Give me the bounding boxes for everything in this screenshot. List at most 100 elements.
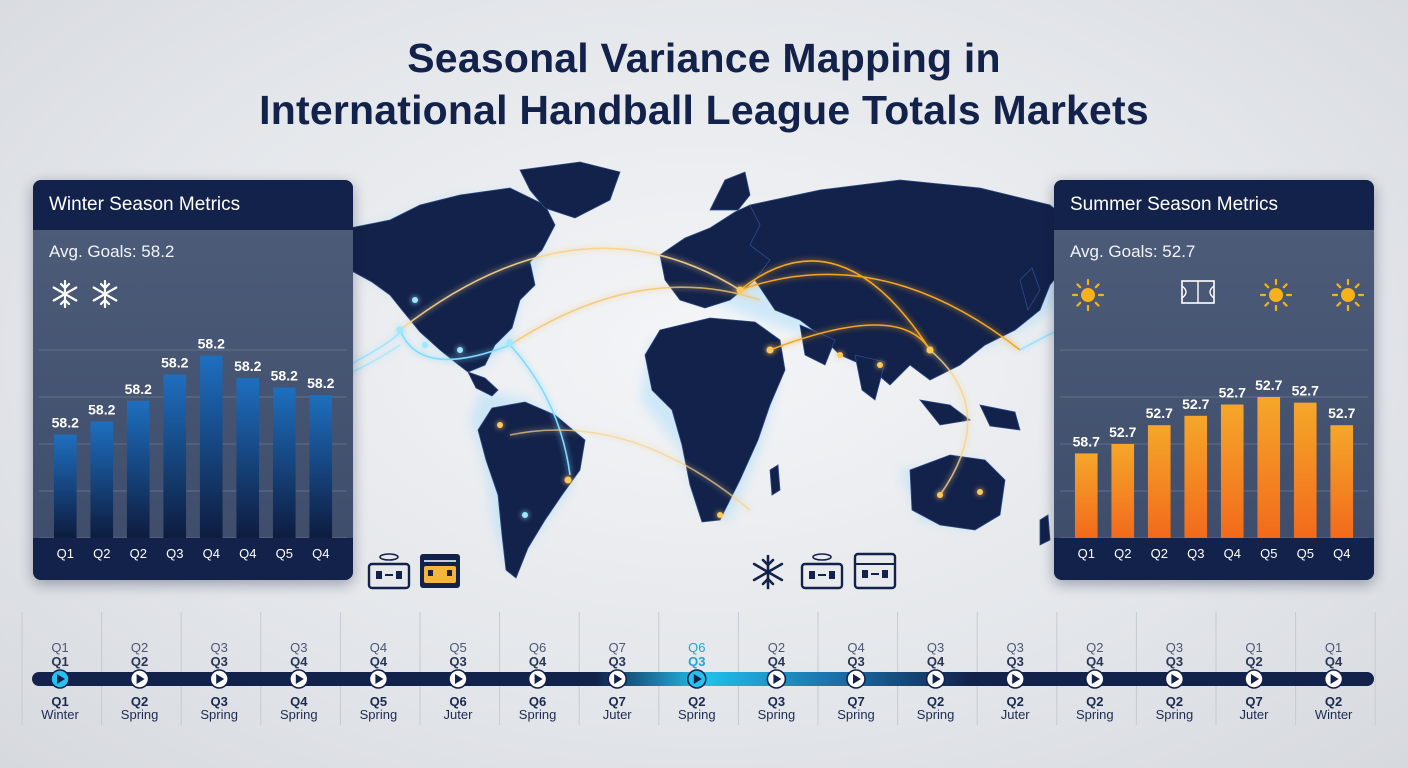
- winter-icon-row: [45, 278, 341, 312]
- summer-chart-axis-strip: [1054, 538, 1374, 580]
- timeline-play-button[interactable]: [529, 670, 547, 688]
- summer-chart-bar: [1148, 425, 1171, 538]
- timeline-bot2-label: Winter: [20, 707, 100, 722]
- summer-chart-data-label: 52.7: [1328, 405, 1355, 421]
- timeline-top1-label: Q4: [816, 640, 896, 655]
- scoreboard-icon: [800, 552, 844, 590]
- summer-chart-data-label: 52.7: [1219, 385, 1246, 401]
- timeline-play-button[interactable]: [688, 670, 706, 688]
- timeline-top1-label: Q3: [975, 640, 1055, 655]
- sun-icon: [1330, 278, 1366, 312]
- summer-avg-goals: Avg. Goals: 52.7: [1070, 242, 1195, 262]
- timeline-top1-label: Q1: [1294, 640, 1374, 655]
- snowflake-icon: [748, 553, 788, 591]
- summer-panel-heading: Summer Season Metrics: [1054, 180, 1374, 230]
- timeline-bot2-label: Spring: [1134, 707, 1214, 722]
- winter-avg-goals: Avg. Goals: 58.2: [49, 242, 174, 262]
- summer-chart-category-label: Q4: [1224, 546, 1241, 561]
- timeline-top1-label: Q7: [577, 640, 657, 655]
- timeline-top1-label: Q3: [259, 640, 339, 655]
- summer-chart-bar: [1257, 397, 1280, 538]
- timeline-top1-label: Q3: [896, 640, 976, 655]
- summer-chart-category-label: Q2: [1114, 546, 1131, 561]
- sun-icon: [1070, 278, 1106, 312]
- winter-chart-category-label: Q4: [312, 546, 329, 561]
- timeline-bot2-label: Spring: [896, 707, 976, 722]
- winter-chart-data-label: 58.2: [88, 401, 115, 417]
- summer-chart-bar: [1221, 405, 1244, 538]
- scoreboard-icon: [367, 552, 411, 590]
- timeline-bot2-label: Spring: [338, 707, 418, 722]
- summer-chart-bar: [1184, 416, 1207, 538]
- winter-chart-bar: [54, 435, 77, 538]
- summer-chart-data-label: 52.7: [1255, 377, 1282, 393]
- winter-chart-data-label: 58.2: [161, 354, 188, 370]
- summer-chart-data-label: 52.7: [1292, 383, 1319, 399]
- timeline-top2-label: Q2: [100, 654, 180, 669]
- timeline-bot2-label: Spring: [498, 707, 578, 722]
- summer-bar-chart: 58.7 Q1 52.7 Q2 52.7 Q2 52.7 Q3 52.7 Q4 52.7 Q5 52.7…: [1054, 310, 1374, 580]
- timeline-top2-label: Q4: [259, 654, 339, 669]
- timeline-play-button[interactable]: [608, 670, 626, 688]
- winter-chart-category-label: Q3: [166, 546, 183, 561]
- timeline-bot2-label: Juter: [577, 707, 657, 722]
- timeline-top2-label: Q4: [1294, 654, 1374, 669]
- timeline-play-button[interactable]: [51, 670, 69, 688]
- timeline-top1-label: Q3: [1134, 640, 1214, 655]
- winter-chart-bar: [127, 401, 150, 538]
- summer-chart-category-label: Q3: [1187, 546, 1204, 561]
- timeline-play-button[interactable]: [1086, 670, 1104, 688]
- summer-chart-data-label: 52.7: [1146, 405, 1173, 421]
- winter-bar-chart: 58.2 Q1 58.2 Q2 58.2 Q2 58.2 Q3 58.2 Q4 58.2 Q4 58.2…: [33, 310, 353, 580]
- timeline-top1-label: Q1: [1214, 640, 1294, 655]
- winter-chart-bar: [273, 388, 296, 538]
- summer-chart-category-label: Q1: [1078, 546, 1095, 561]
- timeline-top2-label: Q4: [1055, 654, 1135, 669]
- timeline-play-button[interactable]: [369, 670, 387, 688]
- winter-chart-bar: [90, 421, 113, 538]
- winter-chart-data-label: 58.2: [271, 368, 298, 384]
- winter-chart-data-label: 58.2: [125, 381, 152, 397]
- timeline-play-button[interactable]: [767, 670, 785, 688]
- winter-chart-category-label: Q1: [57, 546, 74, 561]
- summer-icon-row: [1066, 278, 1362, 312]
- timeline-bot2-label: Spring: [100, 707, 180, 722]
- timeline-bot2-label: Juter: [418, 707, 498, 722]
- timeline-play-button[interactable]: [1006, 670, 1024, 688]
- timeline-play-button[interactable]: [1165, 670, 1183, 688]
- timeline-top1-label: Q6: [657, 640, 737, 655]
- timeline-play-button[interactable]: [131, 670, 149, 688]
- timeline-top1-label: Q1: [20, 640, 100, 655]
- timeline-top1-label: Q2: [100, 640, 180, 655]
- winter-chart-svg: 58.2Q158.2Q258.2Q258.2Q358.2Q458.2Q458.2…: [33, 310, 353, 580]
- handball-court-icon: [1180, 278, 1216, 308]
- snowflake-icon: [49, 278, 81, 310]
- winter-chart-category-label: Q2: [130, 546, 147, 561]
- summer-chart-data-label: 58.7: [1073, 433, 1100, 449]
- timeline-play-button[interactable]: [1245, 670, 1263, 688]
- winter-chart-bar: [200, 356, 223, 538]
- timeline-play-button[interactable]: [290, 670, 308, 688]
- winter-chart-category-label: Q5: [276, 546, 293, 561]
- timeline-play-button[interactable]: [210, 670, 228, 688]
- timeline-play-button[interactable]: [1325, 670, 1343, 688]
- timeline-track: [0, 610, 1408, 760]
- timeline-top2-label: Q2: [1214, 654, 1294, 669]
- timeline-top2-label: Q4: [498, 654, 578, 669]
- timeline-top2-label: Q3: [975, 654, 1055, 669]
- timeline-play-button[interactable]: [847, 670, 865, 688]
- winter-chart-category-label: Q2: [93, 546, 110, 561]
- scoreboard-icon: [853, 552, 897, 590]
- winter-chart-data-label: 58.2: [307, 375, 334, 391]
- summer-chart-data-label: 52.7: [1182, 396, 1209, 412]
- timeline-bot2-label: Juter: [975, 707, 1055, 722]
- timeline-play-button[interactable]: [927, 670, 945, 688]
- winter-chart-data-label: 58.2: [52, 415, 79, 431]
- summer-chart-category-label: Q5: [1297, 546, 1314, 561]
- summer-chart-data-label: 52.7: [1109, 424, 1136, 440]
- winter-chart-bar: [309, 395, 332, 538]
- timeline-play-button[interactable]: [449, 670, 467, 688]
- summer-chart-bar: [1330, 425, 1353, 538]
- timeline-bot2-label: Spring: [736, 707, 816, 722]
- page-title: Seasonal Variance Mapping in Internation…: [0, 32, 1408, 136]
